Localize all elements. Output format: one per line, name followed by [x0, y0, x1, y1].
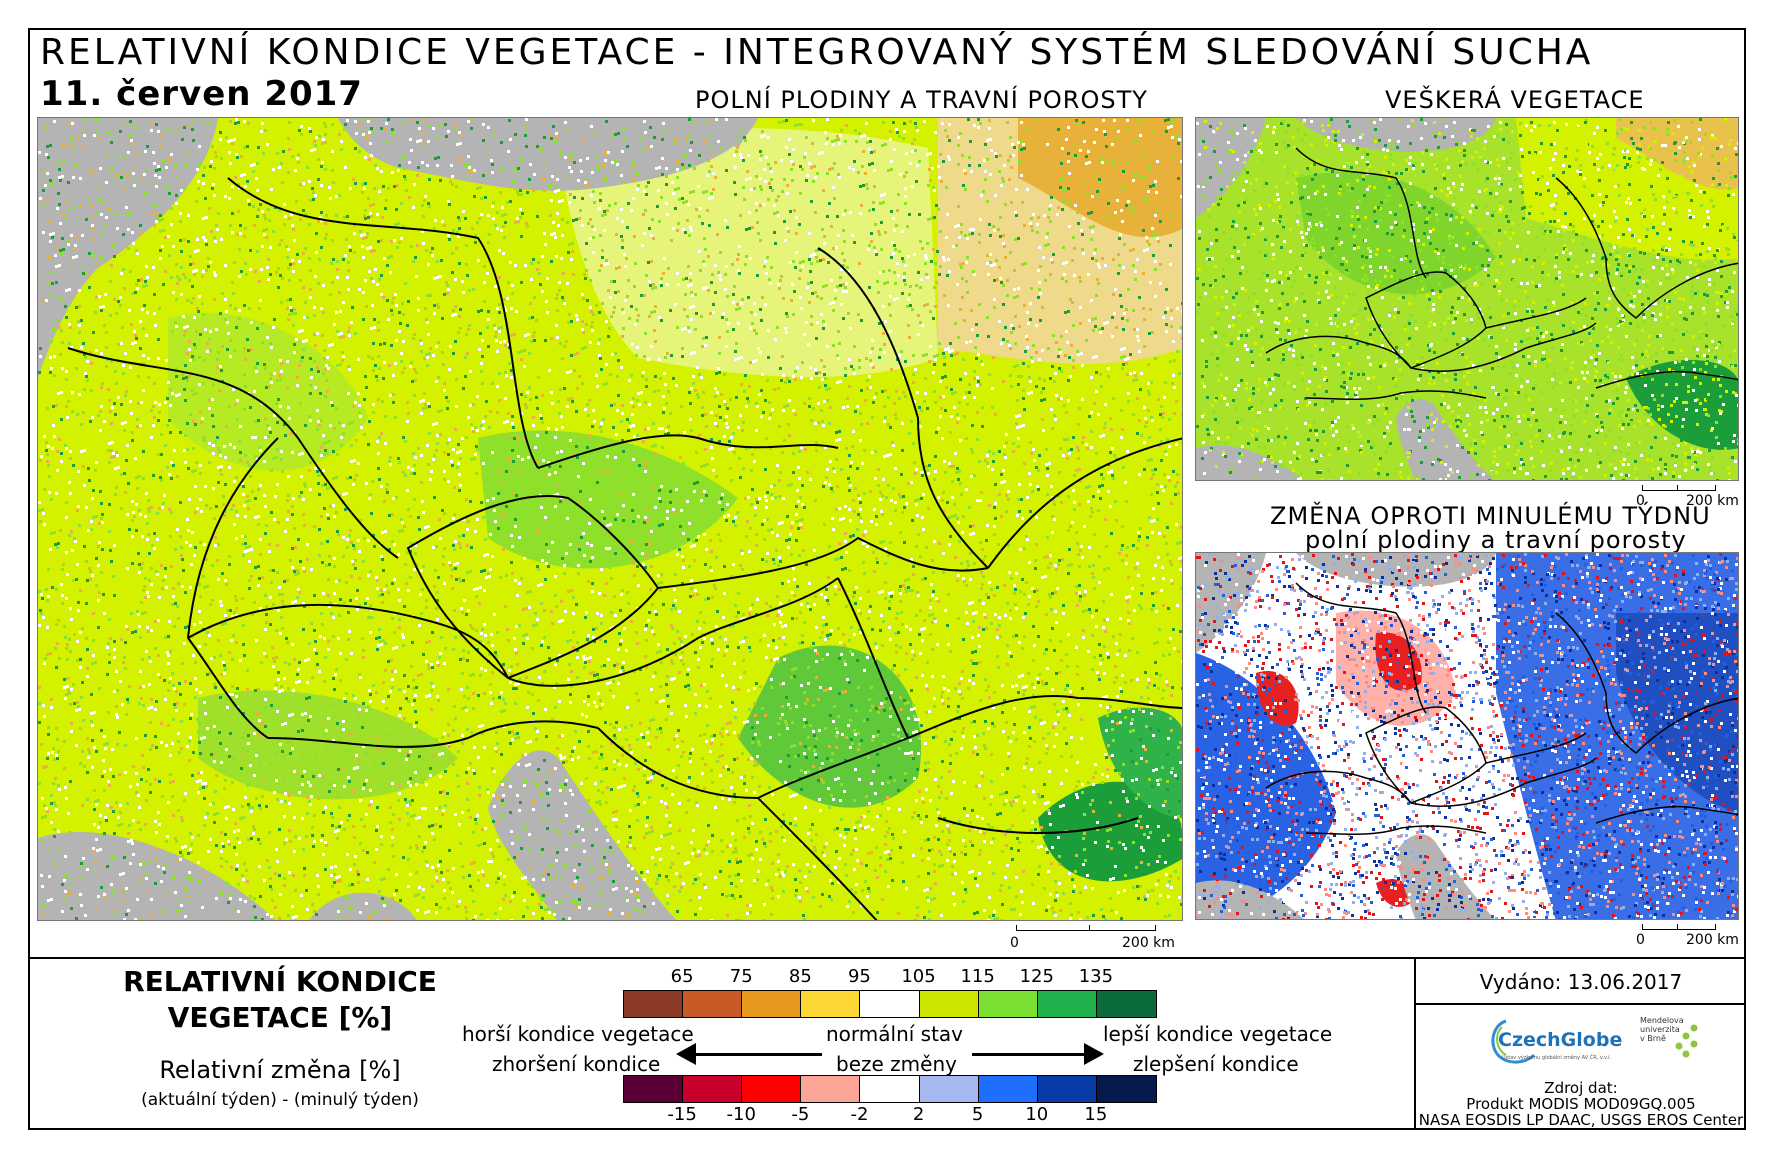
- change-map-title: ZMĚNA OPROTI MINULÉMU TÝDNU: [1270, 502, 1711, 530]
- source-line1: Produkt MODIS MOD09GQ.005: [1466, 1095, 1696, 1113]
- country-borders: [67, 177, 1182, 920]
- change-swatch-4: [860, 1076, 920, 1102]
- page-title: RELATIVNÍ KONDICE VEGETACE - INTEGROVANÝ…: [40, 32, 1594, 73]
- condition-swatch-8: [1096, 991, 1156, 1017]
- source-line2: NASA EOSDIS LP DAAC, USGS EROS Center: [1418, 1111, 1744, 1129]
- all-vegetation-map-title: VEŠKERÁ VEGETACE: [1385, 86, 1645, 114]
- issued-date: 13.06.2017: [1567, 970, 1683, 994]
- change-swatch-5: [919, 1076, 979, 1102]
- change-legend-subtitle: (aktuální týden) - (minulý týden): [141, 1090, 419, 1110]
- czechglobe-subtext: Ústav výzkumu globální změny AV ČR, v.v.…: [1502, 1055, 1612, 1061]
- change-swatch-1: [683, 1076, 743, 1102]
- map-date: 11. červen 2017: [40, 74, 363, 114]
- change-map-subtitle: polní plodiny a travní porosty: [1305, 526, 1687, 554]
- change-tick-7: 15: [1084, 1104, 1108, 1125]
- condition-tick-6: 125: [1019, 966, 1054, 987]
- change-swatch-2: [742, 1076, 802, 1102]
- condition-swatch-6: [978, 991, 1038, 1017]
- issued-label: Vydáno:: [1479, 970, 1562, 994]
- land-patches: [168, 118, 1182, 882]
- main-condition-map: [37, 117, 1183, 921]
- change-tick-2: -5: [791, 1104, 810, 1125]
- change-swatch-8: [1096, 1076, 1156, 1102]
- legend-title-line2: VEGETACE [%]: [167, 1001, 393, 1034]
- left-arrow: [692, 1053, 822, 1056]
- source-label: Zdroj dat:: [1544, 1079, 1618, 1097]
- weekly-change-map: [1195, 552, 1739, 920]
- condition-swatch-4: [860, 991, 920, 1017]
- right-arrow: [972, 1053, 1084, 1056]
- change-tick-1: -10: [726, 1104, 756, 1125]
- change-swatch-0: [624, 1076, 684, 1102]
- condition-swatch-2: [742, 991, 802, 1017]
- condition-swatch-5: [919, 991, 979, 1017]
- condition-tick-2: 85: [788, 966, 812, 987]
- condition-color-bar: [623, 990, 1157, 1018]
- data-source-block: Zdroj dat: Produkt MODIS MOD09GQ.005 NAS…: [1416, 1080, 1746, 1128]
- better-condition-label: lepší kondice vegetace: [1103, 1022, 1333, 1046]
- worse-condition-label: horší kondice vegetace: [462, 1022, 694, 1046]
- condition-tick-5: 115: [960, 966, 995, 987]
- legend-title-line1: RELATIVNÍ KONDICE: [123, 965, 437, 998]
- condition-tick-1: 75: [729, 966, 753, 987]
- no-change-label: beze změny: [836, 1052, 957, 1076]
- condition-swatch-1: [683, 991, 743, 1017]
- condition-tick-7: 135: [1078, 966, 1114, 987]
- czechglobe-text: CzechGlobe: [1498, 1029, 1623, 1051]
- map-frame: [28, 28, 1746, 1130]
- improvement-label: zlepšení kondice: [1133, 1052, 1299, 1076]
- condition-tick-0: 65: [670, 966, 694, 987]
- change-swatch-7: [1037, 1076, 1097, 1102]
- mendel-university-logo: Mendelova univerzita v Brně: [1640, 1016, 1700, 1074]
- all-vegetation-map: [1195, 117, 1739, 481]
- worsening-label: zhoršení kondice: [492, 1052, 661, 1076]
- condition-swatch-0: [624, 991, 684, 1017]
- change-swatch-3: [801, 1076, 861, 1102]
- main-map-title: POLNÍ PLODINY A TRAVNÍ POROSTY: [695, 86, 1148, 114]
- legend-divider: [28, 957, 1746, 959]
- change-tick-0: -15: [667, 1104, 697, 1125]
- info-divider: [1414, 957, 1416, 1130]
- change-tick-5: 5: [971, 1104, 984, 1125]
- left-arrow-head: [676, 1043, 696, 1065]
- right-arrow-head: [1084, 1043, 1104, 1065]
- normal-state-label: normální stav: [826, 1022, 964, 1046]
- condition-swatch-7: [1037, 991, 1097, 1017]
- mendel-text: Mendelova univerzita v Brně: [1640, 1016, 1684, 1043]
- issued-line: Vydáno: 13.06.2017: [1416, 970, 1746, 994]
- condition-swatch-3: [801, 991, 861, 1017]
- change-tick-6: 10: [1025, 1104, 1049, 1125]
- issued-divider: [1414, 1003, 1746, 1005]
- change-tick-3: -2: [850, 1104, 869, 1125]
- change-swatch-6: [978, 1076, 1038, 1102]
- change-legend-title: Relativní změna [%]: [159, 1056, 401, 1084]
- condition-tick-4: 105: [901, 966, 936, 987]
- change-color-bar: [623, 1075, 1157, 1103]
- condition-tick-3: 95: [847, 966, 871, 987]
- czechglobe-logo: CzechGlobe Ústav výzkumu globální změny …: [1486, 1017, 1623, 1067]
- change-tick-4: 2: [912, 1104, 925, 1125]
